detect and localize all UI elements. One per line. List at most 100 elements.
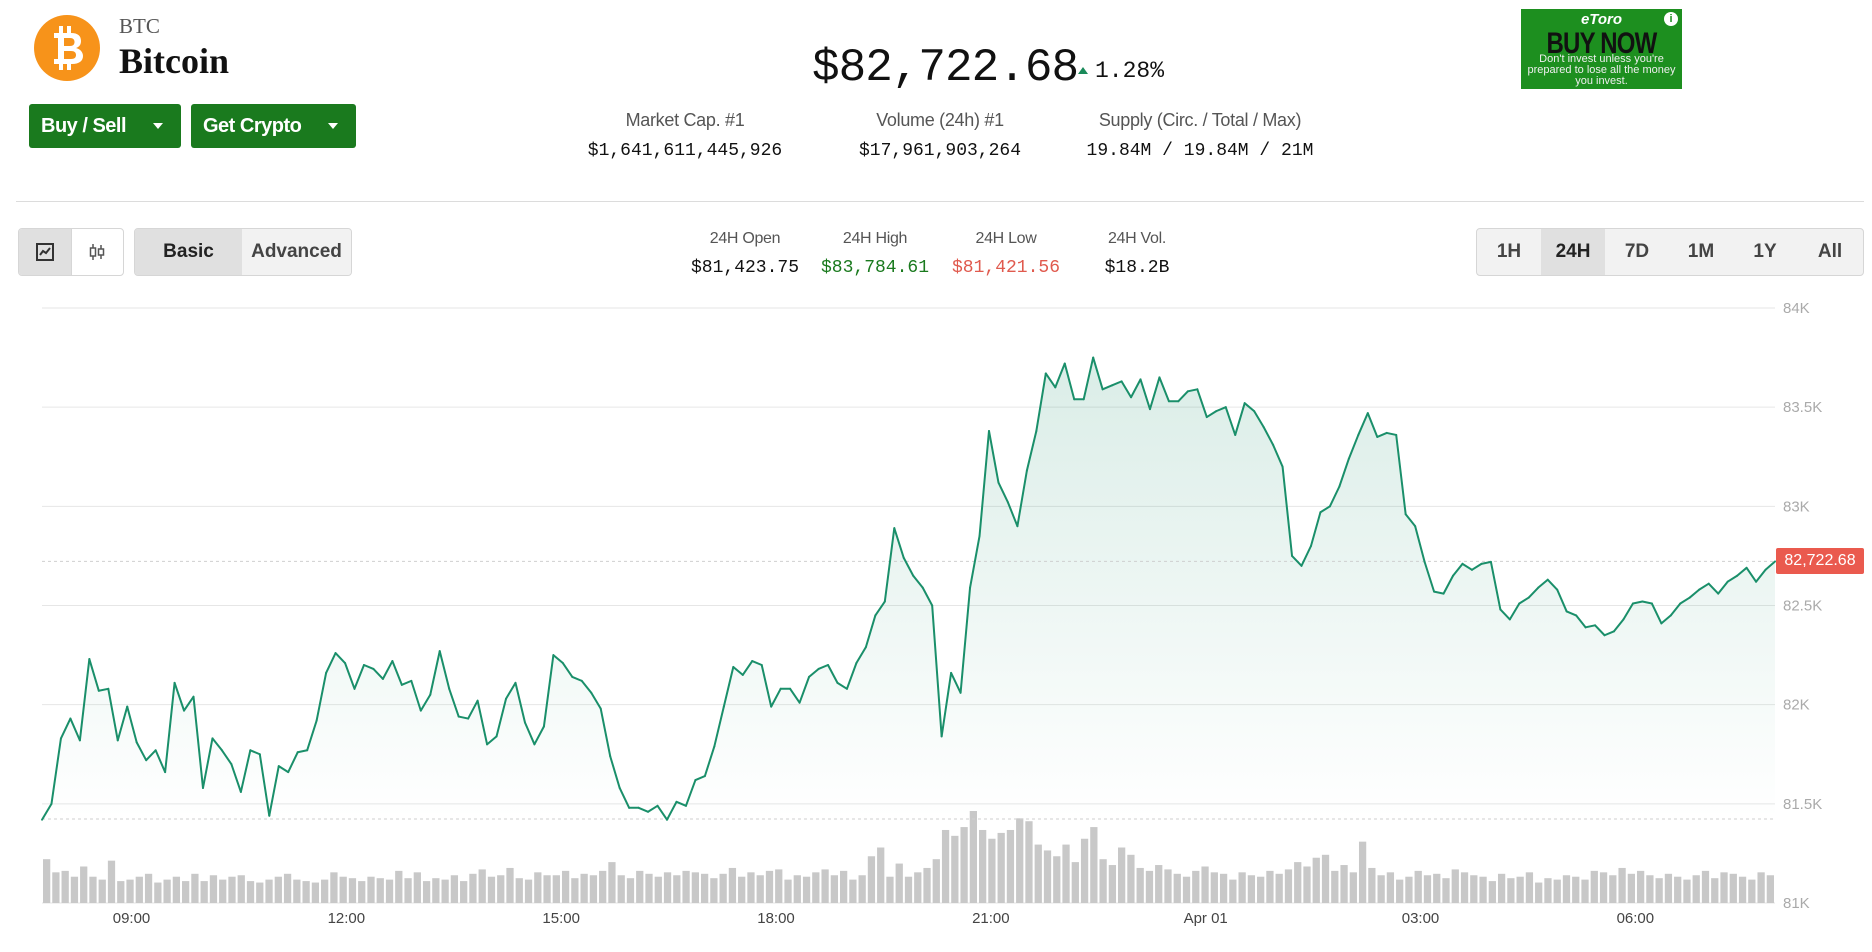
volume-bar	[904, 876, 913, 903]
price-line-segment	[1470, 562, 1483, 571]
volume-bar	[710, 878, 718, 903]
price-line-segment	[1035, 372, 1047, 432]
volume-bar	[534, 872, 542, 903]
price-line-segment	[116, 705, 129, 742]
price-line-segment	[1679, 596, 1691, 605]
price-line-segment	[1480, 560, 1492, 565]
volume-bar	[1331, 870, 1339, 903]
volume-bar	[237, 875, 245, 903]
price-line-segment	[1139, 378, 1151, 411]
volume-bar	[1210, 872, 1218, 903]
price-line-segment	[1414, 525, 1426, 563]
price-line-segment	[438, 650, 451, 690]
volume-bar	[1396, 879, 1404, 903]
volume-bar	[422, 881, 431, 903]
price-line-segment	[523, 721, 536, 746]
get-crypto-button[interactable]: Get Crypto	[191, 104, 356, 148]
price-line-segment	[1300, 545, 1312, 567]
24h-high-value: $83,784.61	[820, 258, 930, 278]
volume-value: $17,961,903,264	[858, 141, 1022, 161]
volume-bar	[89, 876, 97, 903]
volume-bar	[182, 881, 190, 903]
range-1y-tab[interactable]: 1Y	[1753, 241, 1777, 262]
volume-bar	[756, 875, 764, 903]
volume-bar	[849, 879, 857, 903]
coin-name: Bitcoin	[119, 41, 230, 81]
basic-mode-tab[interactable]: Basic	[135, 229, 243, 275]
range-all-tab[interactable]: All	[1817, 241, 1843, 262]
price-line-segment	[1243, 402, 1256, 413]
volume-bar	[895, 863, 903, 903]
volume-bar	[450, 875, 459, 903]
price-line-segment	[1584, 624, 1597, 629]
price-line-segment	[145, 749, 157, 762]
volume-bar	[691, 872, 699, 903]
24h-volume-value: $18.2B	[1104, 258, 1170, 278]
ad-disclaimer: Don't invest unless you're prepared to l…	[1527, 53, 1676, 87]
price-line-segment	[590, 691, 602, 710]
price-line-segment	[505, 681, 517, 700]
price-line-segment	[1755, 568, 1767, 583]
price-line-segment	[1717, 580, 1729, 595]
market-cap-value: $1,641,611,445,926	[587, 141, 783, 161]
volume-bar	[172, 876, 181, 903]
volume-bar	[914, 872, 922, 903]
volume-bar	[663, 872, 672, 903]
price-line-segment	[1309, 511, 1322, 547]
x-tick-label: 03:00	[1402, 910, 1440, 927]
24h-volume-stat: 24H Vol. $18.2B	[1077, 230, 1197, 278]
chevron-down-icon	[328, 123, 338, 129]
range-1m-tab[interactable]: 1M	[1687, 241, 1715, 262]
price-line-segment	[287, 751, 299, 774]
price-line-segment	[845, 662, 858, 690]
price-line-segment	[666, 800, 678, 821]
chevron-down-icon	[153, 123, 163, 129]
price-line-segment	[1423, 560, 1436, 593]
volume-bar	[1034, 844, 1042, 903]
price-line-segment	[457, 715, 470, 720]
volume-bar	[460, 881, 468, 903]
volume-bar	[1294, 862, 1302, 903]
range-24h-tab[interactable]: 24H	[1541, 229, 1605, 275]
volume-bar	[1414, 870, 1422, 903]
volume-bar	[1025, 821, 1033, 903]
price-line-segment	[902, 556, 915, 577]
volume-bar	[1099, 859, 1107, 903]
price-line-segment	[1688, 588, 1701, 599]
x-tick-label: 15:00	[542, 910, 580, 927]
price-line-segment	[1082, 356, 1095, 401]
price-line-segment	[135, 741, 148, 762]
price-line-segment	[495, 697, 508, 738]
line-chart-icon[interactable]	[19, 229, 72, 275]
volume-bar	[1321, 854, 1330, 903]
volume-bar	[1470, 875, 1478, 903]
volume-bar	[432, 878, 440, 903]
volume-bar	[1127, 854, 1135, 903]
buy-sell-button[interactable]: Buy / Sell	[29, 104, 181, 148]
price-line-segment	[1442, 574, 1455, 595]
range-1h-tab[interactable]: 1H	[1496, 241, 1522, 262]
price-line-segment	[88, 658, 100, 692]
advanced-mode-tab[interactable]: Advanced	[242, 229, 351, 275]
volume-bar	[1525, 872, 1534, 903]
price-line-segment	[1111, 380, 1123, 387]
volume-bar	[1247, 875, 1256, 903]
price-line-segment	[107, 687, 119, 742]
advertisement-banner[interactable]: eToro BUY NOW Don't invest unless you're…	[1521, 9, 1682, 89]
candlestick-icon[interactable]	[72, 229, 123, 275]
price-chart[interactable]: 84K 83.5K 83K 82.5K 82K 81.5K 81K 09:00 12:00 15:…	[0, 290, 1872, 940]
volume-bar	[830, 875, 838, 903]
price-line-segment	[1376, 431, 1388, 438]
price-line-segment	[391, 660, 403, 686]
volume-bar	[580, 873, 588, 903]
volume-bar	[1581, 879, 1589, 903]
volume-bar	[951, 835, 959, 903]
volume-bar	[478, 869, 486, 903]
range-7d-tab[interactable]: 7D	[1624, 241, 1650, 262]
price-line-segment	[1025, 429, 1038, 472]
buy-sell-label: Buy / Sell	[41, 114, 127, 137]
price-line-segment	[703, 745, 716, 778]
volume-bar	[1173, 873, 1181, 903]
ad-info-icon[interactable]: i	[1664, 12, 1678, 26]
volume-bar	[515, 878, 523, 903]
